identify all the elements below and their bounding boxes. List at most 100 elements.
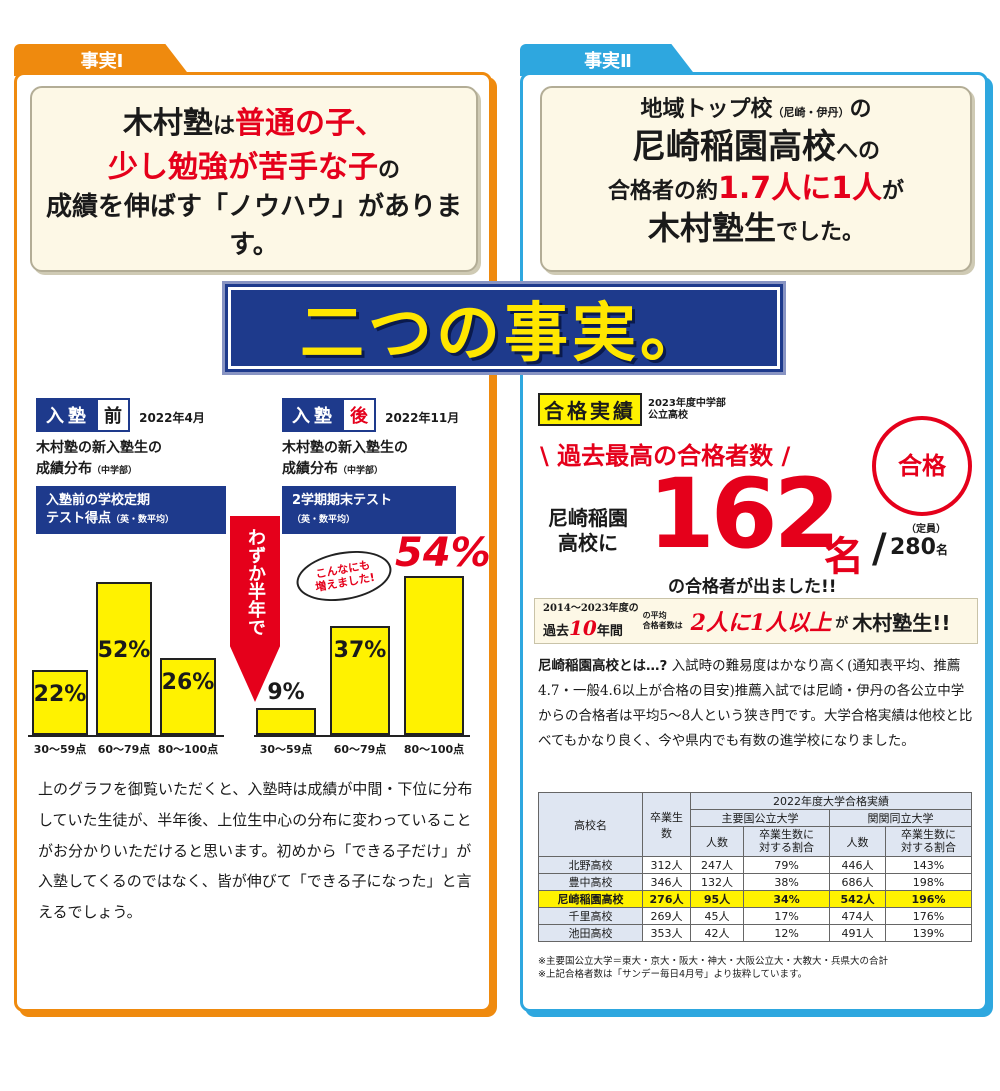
x-tick-label: 80～100点 [157, 743, 219, 756]
table-note1: ※主要国公立大学＝東大・京大・阪大・神大・大阪公立大・大教大・兵県大の合計 [538, 956, 888, 967]
table-row: 千里高校 269人 45人 17% 474人 176% [538, 907, 973, 925]
fact2-line1a: 地域トップ校 [640, 97, 773, 122]
capacity: 280名 [890, 535, 948, 560]
fact2-line3a: 合格者の約 [607, 178, 718, 204]
after-title2-sub: （中学部） [338, 466, 384, 476]
pass-seal: 合格 [872, 416, 972, 516]
x-tick-label: 30～59点 [259, 743, 313, 756]
table-cell: 132人 [689, 873, 745, 891]
pass-count: 162 [648, 458, 840, 570]
table-cell: 353人 [642, 924, 691, 942]
table-cell: 446人 [829, 856, 886, 874]
table-row: 豊中高校 346人 132人 38% 686人 198% [538, 873, 973, 891]
x-tick-label: 30～59点 [33, 743, 87, 756]
chart-bar [256, 708, 316, 735]
x-tick-label: 60～79点 [97, 743, 151, 756]
ratio-period: 2014～2023年度の [543, 602, 639, 614]
banner-title: 二つの事実。 [300, 296, 708, 371]
before-test-box: 入塾前の学校定期 テスト得点（英・数平均） [36, 486, 226, 535]
table-cell: 79% [743, 856, 831, 874]
results-school-type: 公立高校 [648, 409, 688, 421]
chart-axis [254, 735, 470, 737]
record-headline: \ 過去最高の合格者数 / [540, 442, 791, 470]
chart-bar [404, 575, 464, 735]
bar-label: 26% [161, 670, 215, 696]
bar-label: 22% [33, 682, 87, 708]
after-tag: 入塾後 [282, 398, 376, 432]
table-cell: 542人 [829, 890, 886, 908]
bar-label: 54% [395, 529, 491, 576]
x-tick-label: 80～100点 [403, 743, 465, 756]
fact2-tab: 事実Ⅱ [520, 44, 696, 76]
after-title1: 木村塾の新入塾生の [282, 440, 408, 456]
school-name: 尼崎稲園 高校に [548, 506, 628, 555]
table-cell-school: 池田高校 [538, 924, 643, 942]
table-cell-school: 千里高校 [538, 907, 643, 925]
chart-bar [330, 625, 390, 735]
table-cell: 474人 [829, 907, 886, 925]
before-header: 入塾前 2022年4月 木村塾の新入塾生の 成績分布（中学部） 入塾前の学校定期… [36, 398, 226, 535]
fact2-line2a: 尼崎稲園高校 [631, 126, 836, 167]
results-year: 2023年度中学部 [648, 397, 726, 409]
arrow-text: わずか半年で [245, 528, 266, 636]
table-cell: 312人 [642, 856, 691, 874]
table-cell: 198% [884, 873, 973, 891]
x-tick-label: 60～79点 [333, 743, 387, 756]
group-kankandouritsu: 関関同立大学 [829, 809, 972, 827]
after-title2: 成績分布 [282, 461, 338, 477]
fact1-line1c: 普通の子、 [235, 106, 385, 141]
table-cell-school: 北野高校 [538, 856, 643, 874]
table-cell: 346人 [642, 873, 691, 891]
table-cell: 12% [743, 924, 831, 942]
before-title1: 木村塾の新入塾生の [36, 440, 162, 456]
ratio-box: 2014～2023年度の 過去10年間 の平均 合格者数は 2人に1人以上 が … [534, 598, 978, 644]
bar-label: 9% [267, 680, 305, 706]
results-sub: の合格者が出ました!! [668, 577, 837, 597]
bar-label: 37% [333, 637, 387, 663]
table-row: 北野高校 312人 247人 79% 446人 143% [538, 856, 973, 874]
university-table: 高校名 卒業生数 2022年度大学合格実績 主要国公立大学 関関同立大学 人数 … [538, 792, 973, 982]
chart-bar [32, 670, 88, 735]
before-date: 2022年4月 [139, 411, 205, 425]
table-cell: 196% [884, 890, 973, 908]
table-cell: 686人 [829, 873, 886, 891]
results-header: 合格実績 2023年度中学部 公立高校 [538, 393, 726, 426]
right-paragraph: 尼崎稲園高校とは…? 入試時の難易度はかなり高く(通知表平均、推薦4.7・一般4… [538, 658, 973, 749]
fact1-line1b: は [212, 114, 235, 139]
table-cell: 269人 [642, 907, 691, 925]
fact2-line2b: への [835, 138, 880, 164]
bubble-text: こんなにも 増えました! [314, 558, 376, 595]
fact2-line1b: （尼崎・伊丹） [772, 106, 850, 119]
table-row: 池田高校 353人 42人 12% 491人 139% [538, 924, 973, 942]
after-test-box: 2学期期末テスト （英・数平均） [282, 486, 456, 535]
col-school: 高校名 [538, 792, 643, 857]
fact2-line4a: 木村塾生 [647, 208, 776, 247]
before-title2-sub: （中学部） [92, 466, 138, 476]
fact1-tab: 事実Ⅰ [14, 44, 190, 76]
chart-axis [28, 735, 224, 737]
table-row: 尼崎稲園高校 276人 95人 34% 542人 196% [538, 890, 973, 908]
left-paragraph: 上のグラフを御覧いただくと、入塾時は成績が中間・下位に分布していた生徒が、半年後… [38, 780, 473, 921]
table-cell: 17% [743, 907, 831, 925]
table-cell-school: 尼崎稲園高校 [538, 890, 643, 908]
chart-bar [96, 581, 152, 735]
table-cell: 143% [884, 856, 973, 874]
main-banner: 二つの事実。 [225, 284, 783, 372]
table-cell: 276人 [642, 890, 691, 908]
ratio-kimura: 木村塾生!! [852, 610, 951, 635]
table-cell: 45人 [689, 907, 745, 925]
before-title2: 成績分布 [36, 461, 92, 477]
table-cell: 95人 [689, 890, 745, 908]
table-cell: 34% [743, 890, 831, 908]
fact2-line3b: 1.7人に1人 [717, 170, 883, 206]
col-grads: 卒業生数 [642, 792, 691, 857]
table-cell-school: 豊中高校 [538, 873, 643, 891]
results-stamp: 合格実績 [538, 393, 642, 426]
after-header: 入塾後 2022年11月 木村塾の新入塾生の 成績分布（中学部） 2学期期末テス… [282, 398, 459, 535]
group-national: 主要国公立大学 [689, 809, 831, 827]
pass-count-unit: 名 [824, 534, 864, 580]
fact2-line4b: でした。 [776, 219, 865, 245]
before-tag: 入塾前 [36, 398, 130, 432]
table-cell: 176% [884, 907, 973, 925]
chart-bar [160, 658, 216, 735]
